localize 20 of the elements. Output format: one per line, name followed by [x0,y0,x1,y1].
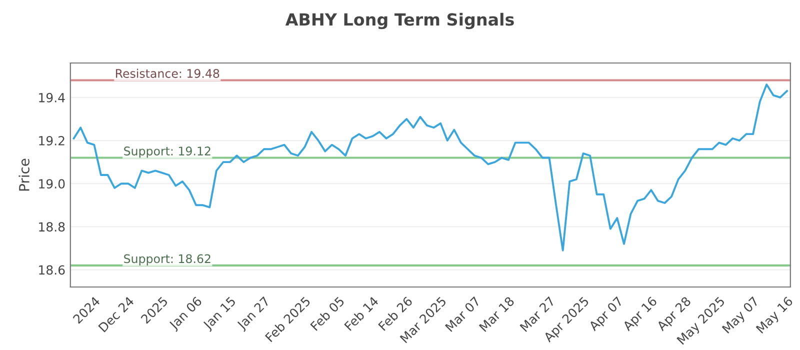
y-tick-label: 19.2 [39,136,64,146]
chart-title: ABHY Long Term Signals [285,12,514,30]
x-tick-label: Dec 24 [98,296,134,332]
line-series [72,84,788,252]
y-tick-label: 19.4 [39,92,65,102]
x-tick-label: Jan 06 [168,296,204,332]
x-tick-label: Feb 14 [344,296,380,332]
ref-line-label: Support: 19.12 [124,146,210,158]
x-tick-label: Mar 18 [478,296,515,332]
y-tick-label: 18.6 [39,265,65,275]
ref-line-label: Support: 18.62 [124,254,210,266]
x-tick-label: Apr 07 [588,296,625,334]
x-tick-label: Jan 15 [202,296,238,332]
ref-line-label: Resistance: 19.48 [116,68,220,78]
x-tick-label: Feb 05 [310,296,345,332]
x-tick-label: Apr 16 [622,296,660,334]
y-tick-label: 19.0 [39,179,65,189]
y-tick-label: 18.8 [39,222,65,232]
x-tick-label: Jan 27 [236,296,272,332]
y-axis-title: Price [18,158,30,191]
